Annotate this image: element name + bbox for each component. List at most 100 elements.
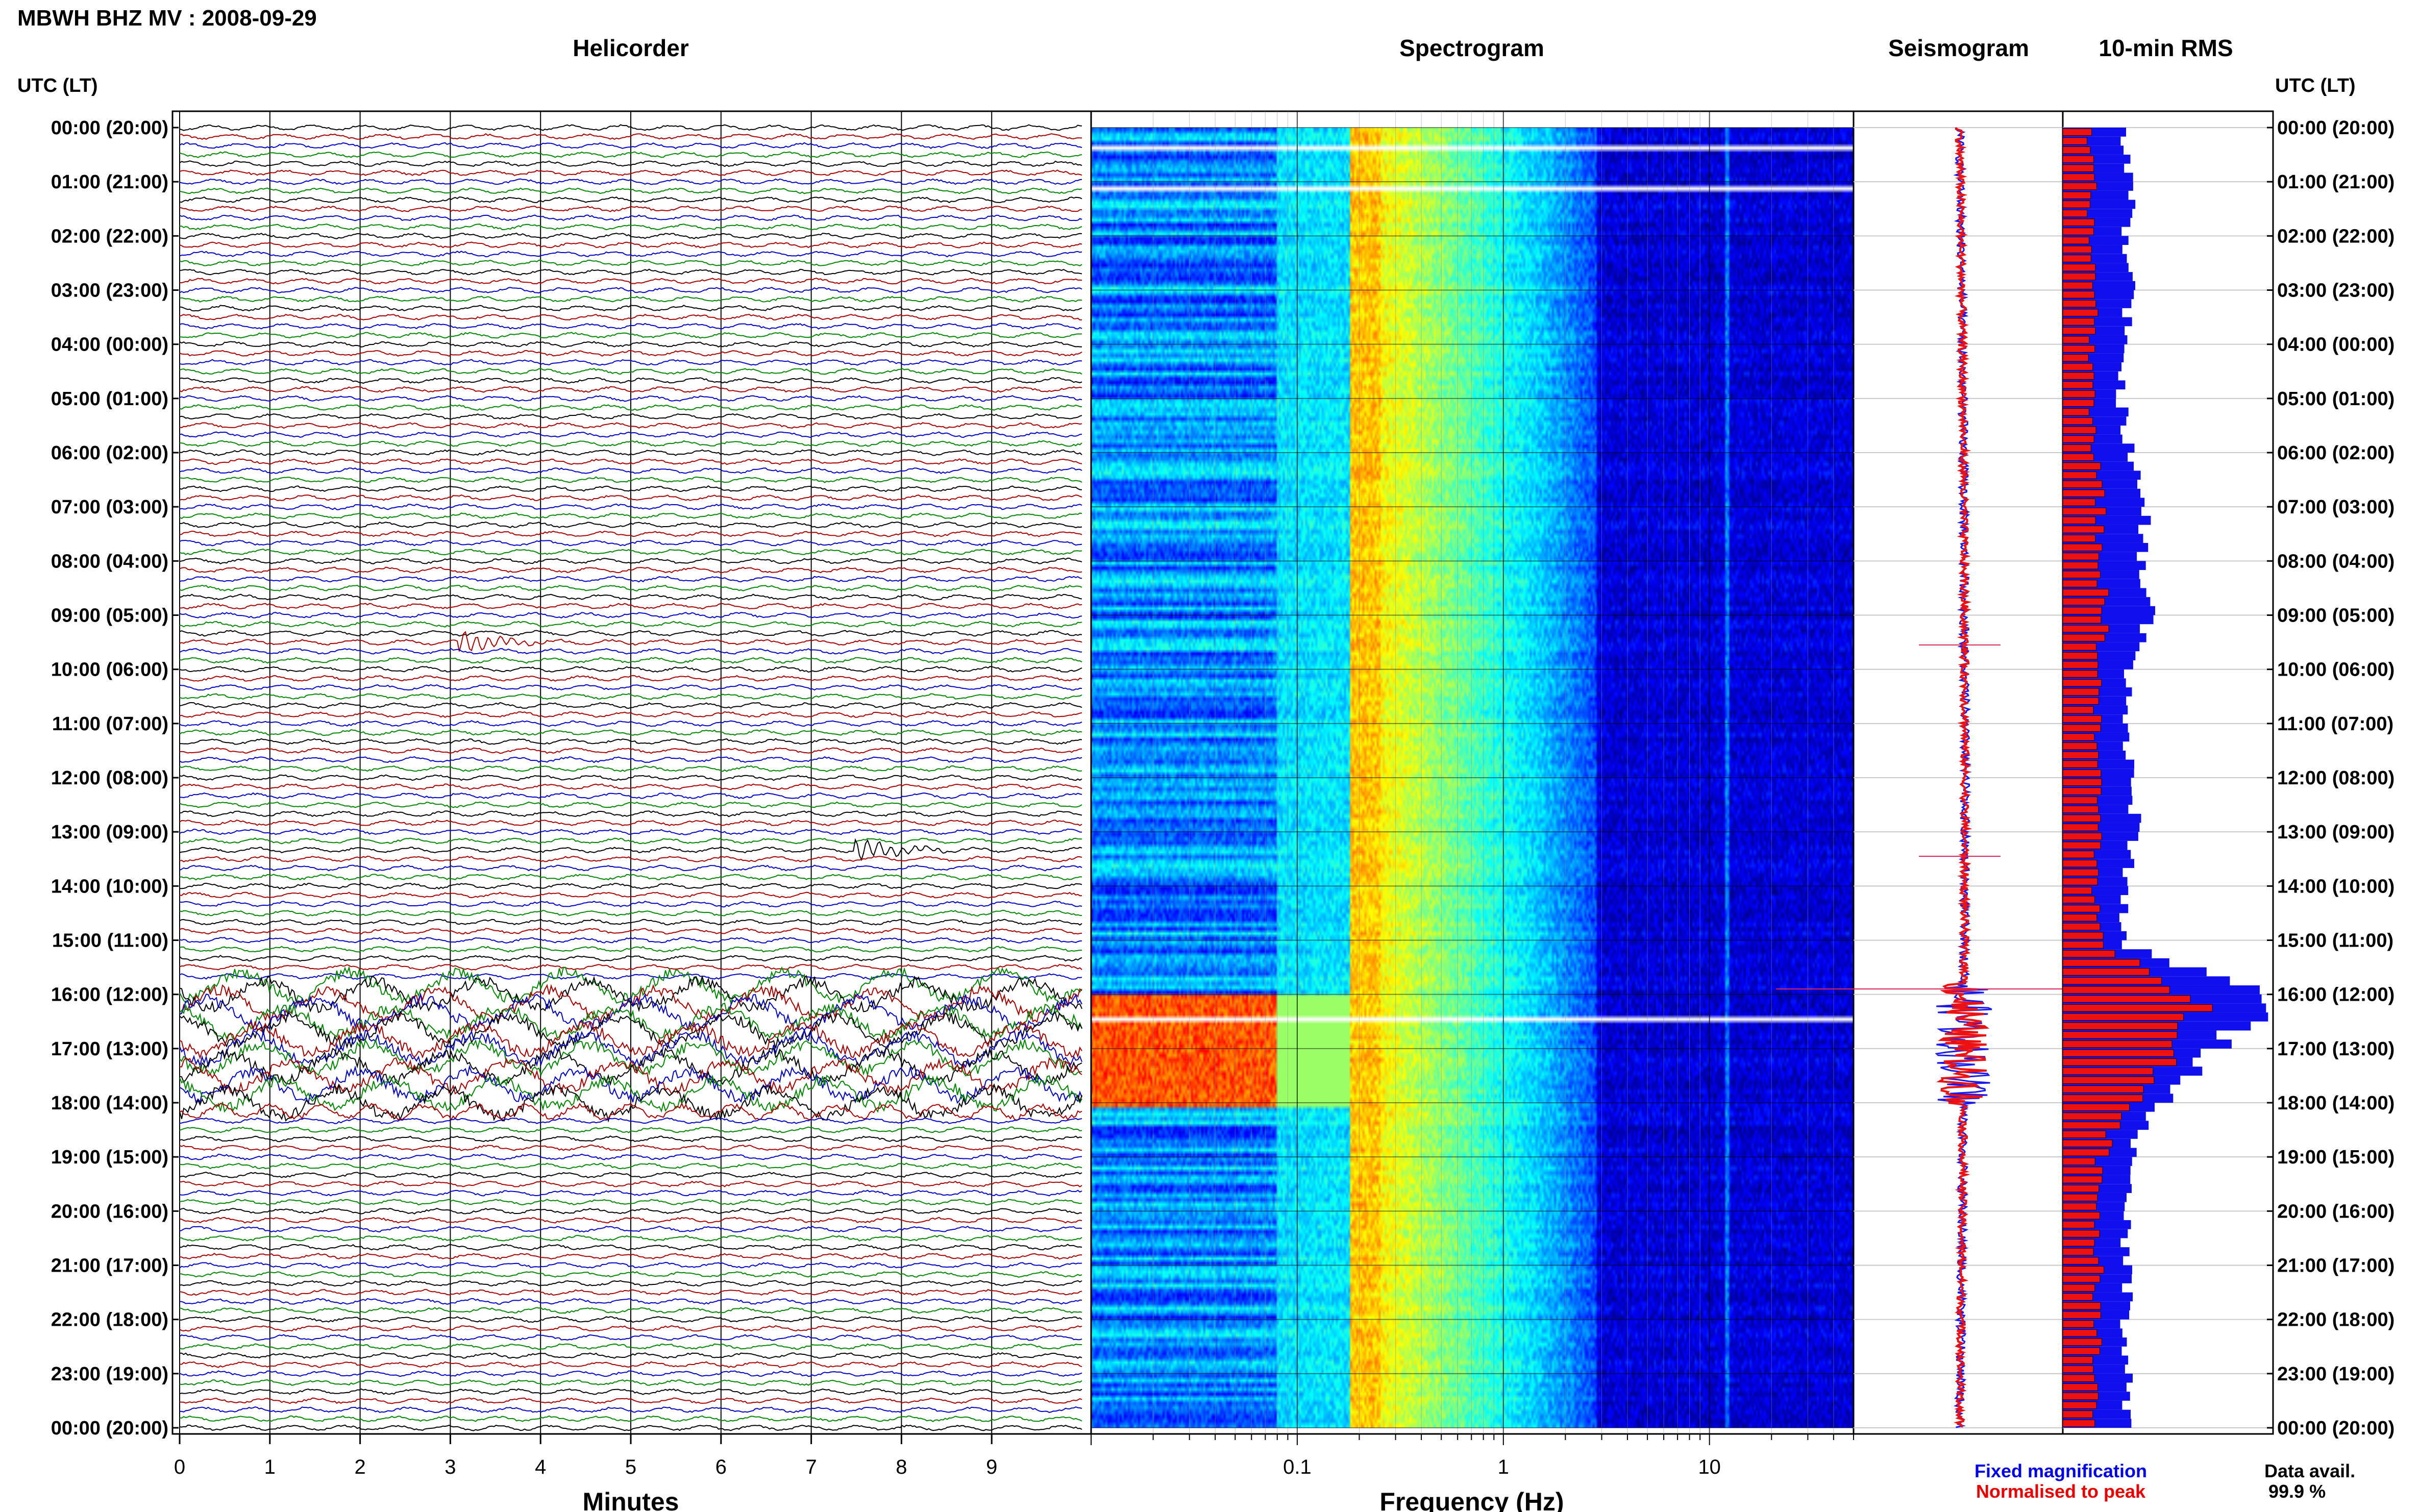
utc-label-left: 00:00 (20:00) xyxy=(51,117,168,139)
rms-bar-normalised xyxy=(2062,561,2099,569)
helicorder-trace xyxy=(179,395,1082,402)
rms-bar-normalised xyxy=(2062,1049,2174,1057)
helicorder-trace xyxy=(179,278,1082,285)
utc-label-left: 13:00 (09:00) xyxy=(51,822,168,843)
rms-bar-normalised xyxy=(2062,1221,2095,1229)
rms-bar-normalised xyxy=(2062,706,2094,714)
utc-label-right: 05:00 (01:00) xyxy=(2277,388,2395,410)
utc-label-left: 07:00 (03:00) xyxy=(51,497,168,518)
utc-label-left: 08:00 (04:00) xyxy=(51,551,168,572)
helicorder-trace xyxy=(179,313,1082,320)
helicorder-trace xyxy=(179,494,1082,502)
rms-bar-normalised xyxy=(2062,588,2109,597)
utc-label-left: 02:00 (22:00) xyxy=(51,226,168,247)
helicorder-trace xyxy=(179,720,1082,727)
helicorder-trace xyxy=(179,1207,1082,1215)
helicorder-trace xyxy=(179,675,1082,682)
helicorder-trace xyxy=(179,214,1082,221)
rms-bar-normalised xyxy=(2062,282,2093,289)
helicorder-trace xyxy=(179,1011,1082,1051)
helicorder-trace xyxy=(179,566,1082,574)
helicorder-trace xyxy=(179,386,1082,393)
helicorder-trace xyxy=(179,449,1082,456)
helicorder-trace xyxy=(179,1117,1082,1125)
rms-bar-normalised xyxy=(2062,869,2099,877)
helicorder-trace xyxy=(180,1352,1082,1359)
helicorder-trace xyxy=(179,756,1082,763)
helicorder-trace xyxy=(179,1002,1082,1040)
seismogram-title: Seismogram xyxy=(1888,35,2029,61)
rms-bar-normalised xyxy=(2062,878,2098,885)
helicorder-trace xyxy=(179,485,1082,492)
rms-bar-normalised xyxy=(2062,1094,2143,1102)
helicorder-trace xyxy=(179,1153,1082,1160)
rms-bar-normalised xyxy=(2062,905,2101,912)
helicorder-trace xyxy=(179,909,1082,917)
utc-label-right: 13:00 (09:00) xyxy=(2277,822,2395,843)
helicorder-trace xyxy=(179,1029,1082,1069)
helicorder-trace xyxy=(179,657,1082,664)
rms-bar-normalised xyxy=(2062,598,2105,606)
helicorder-trace xyxy=(179,584,1082,592)
rms-bar-normalised xyxy=(2062,128,2092,136)
minute-tick-label: 6 xyxy=(715,1456,727,1478)
helicorder-trace xyxy=(179,711,1082,718)
utc-label-left: 11:00 (07:00) xyxy=(52,713,168,735)
rms-bar-normalised xyxy=(2062,941,2104,949)
helicorder-trace xyxy=(179,359,1082,366)
rms-bar-normalised xyxy=(2062,805,2099,813)
helicorder-trace xyxy=(180,332,1082,339)
helicorder-trace xyxy=(179,937,1082,944)
helicorder-trace xyxy=(179,838,1082,861)
rms-bar-normalised xyxy=(2062,1257,2099,1265)
rms-bar-normalised xyxy=(2062,1022,2178,1030)
utc-label-right: 14:00 (10:00) xyxy=(2277,876,2395,897)
rms-bar-normalised xyxy=(2062,733,2095,741)
helicorder-trace xyxy=(179,124,1082,131)
helicorder-trace xyxy=(179,1074,1082,1113)
rms-bar-normalised xyxy=(2062,1157,2095,1166)
utc-label-left: 21:00 (17:00) xyxy=(51,1255,168,1277)
rms-bar-normalised xyxy=(2062,1004,2213,1012)
helicorder-trace xyxy=(179,251,1082,258)
rms-bar-normalised xyxy=(2062,363,2093,371)
helicorder-trace xyxy=(179,1370,1082,1377)
minute-tick-label: 0 xyxy=(174,1456,185,1478)
frequency-tick-label: 0.1 xyxy=(1283,1456,1312,1478)
helicorder-trace xyxy=(179,295,1082,303)
rms-bar-normalised xyxy=(2062,1040,2173,1048)
helicorder-trace xyxy=(179,612,1082,619)
data-avail-label: Data avail. xyxy=(2264,1460,2355,1481)
utc-label-left: 16:00 (12:00) xyxy=(51,984,168,1006)
rms-bar-normalised xyxy=(2062,372,2094,380)
rms-bar-normalised xyxy=(2062,1058,2177,1066)
helicorder-trace xyxy=(179,919,1082,926)
rms-bar-normalised xyxy=(2062,426,2096,434)
spectrogram-image xyxy=(1091,128,1854,1428)
helicorder-trace xyxy=(179,1047,1082,1086)
helicorder-trace xyxy=(179,1334,1082,1341)
rms-bar-normalised xyxy=(2062,859,2097,867)
helicorder-trace xyxy=(179,224,1082,231)
helicorder-trace xyxy=(179,1280,1082,1287)
helicorder-trace xyxy=(179,1325,1082,1332)
helicorder-trace xyxy=(179,648,1082,655)
helicorder-trace xyxy=(179,975,1082,1013)
rms-bar-normalised xyxy=(2062,543,2103,552)
rms-bar-normalised xyxy=(2062,480,2103,488)
rms-bar-normalised xyxy=(2062,1401,2097,1409)
helicorder-trace xyxy=(179,151,1082,158)
helicorder-trace xyxy=(179,323,1082,330)
rms-bar-normalised xyxy=(2062,381,2093,389)
utc-label-left: 23:00 (19:00) xyxy=(51,1364,168,1385)
utc-label-right: 01:00 (21:00) xyxy=(2277,171,2395,193)
helicorder-trace xyxy=(179,268,1082,276)
rms-bar-normalised xyxy=(2062,968,2150,976)
rms-bar-normalised xyxy=(2062,1238,2095,1247)
seismogram-panel xyxy=(1853,110,2064,1435)
utc-label-left: 00:00 (20:00) xyxy=(51,1418,168,1439)
rms-bar-normalised xyxy=(2062,1203,2096,1210)
utc-label-right: 09:00 (05:00) xyxy=(2277,605,2395,627)
rms-bar-normalised xyxy=(2062,155,2094,163)
rms-bar-normalised xyxy=(2062,272,2096,281)
